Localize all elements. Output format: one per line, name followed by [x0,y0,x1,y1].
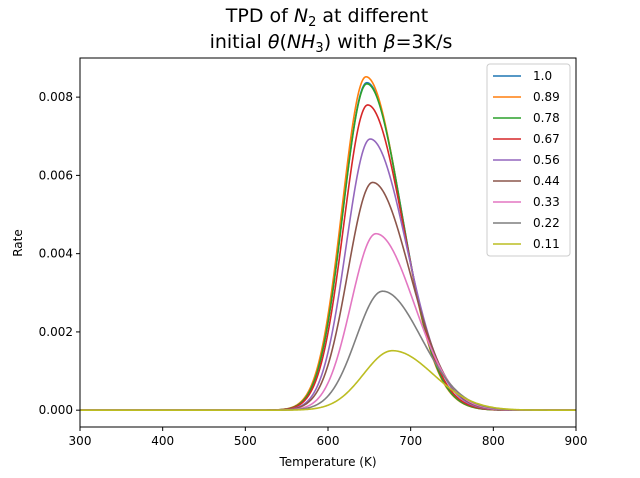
legend-label: 0.33 [533,195,560,209]
x-tick-label: 800 [482,434,505,448]
chart-title-line-2: initial θ(NH3) with β=3K/s [210,31,453,56]
y-tick-label: 0.006 [39,168,73,182]
legend-label: 1.0 [533,69,552,83]
y-axis: 0.000 0.002 0.004 0.006 0.008 [39,90,80,417]
legend-label: 0.89 [533,90,560,104]
x-tick-label: 900 [565,434,588,448]
x-tick-label: 300 [69,434,92,448]
series-line-0-11 [80,349,576,411]
y-tick-label: 0.000 [39,403,73,417]
y-tick-label: 0.008 [39,90,73,104]
series-layer [80,75,576,411]
legend-label: 0.44 [533,174,560,188]
legend-label: 0.67 [533,132,560,146]
x-tick-label: 500 [234,434,257,448]
legend-label: 0.11 [533,237,560,251]
legend-label: 0.56 [533,153,560,167]
chart-title-line-1: TPD of N2 at different [225,5,428,30]
legend-label: 0.78 [533,111,560,125]
x-axis: 300 400 500 600 700 800 900 [69,427,588,448]
x-tick-label: 600 [317,434,340,448]
chart-title: TPD of N2 at different initial θ(NH3) wi… [210,5,453,56]
x-tick-label: 400 [151,434,174,448]
y-tick-label: 0.004 [39,247,73,261]
legend-box [486,63,571,257]
y-axis-label: Rate [11,229,25,257]
legend: 1.0 0.89 0.78 0.67 0.56 0.44 0.33 0.22 0.11 [486,63,571,257]
y-tick-label: 0.002 [39,325,73,339]
x-tick-label: 700 [399,434,422,448]
legend-label: 0.22 [533,216,560,230]
x-axis-label: Temperature (K) [278,455,376,469]
